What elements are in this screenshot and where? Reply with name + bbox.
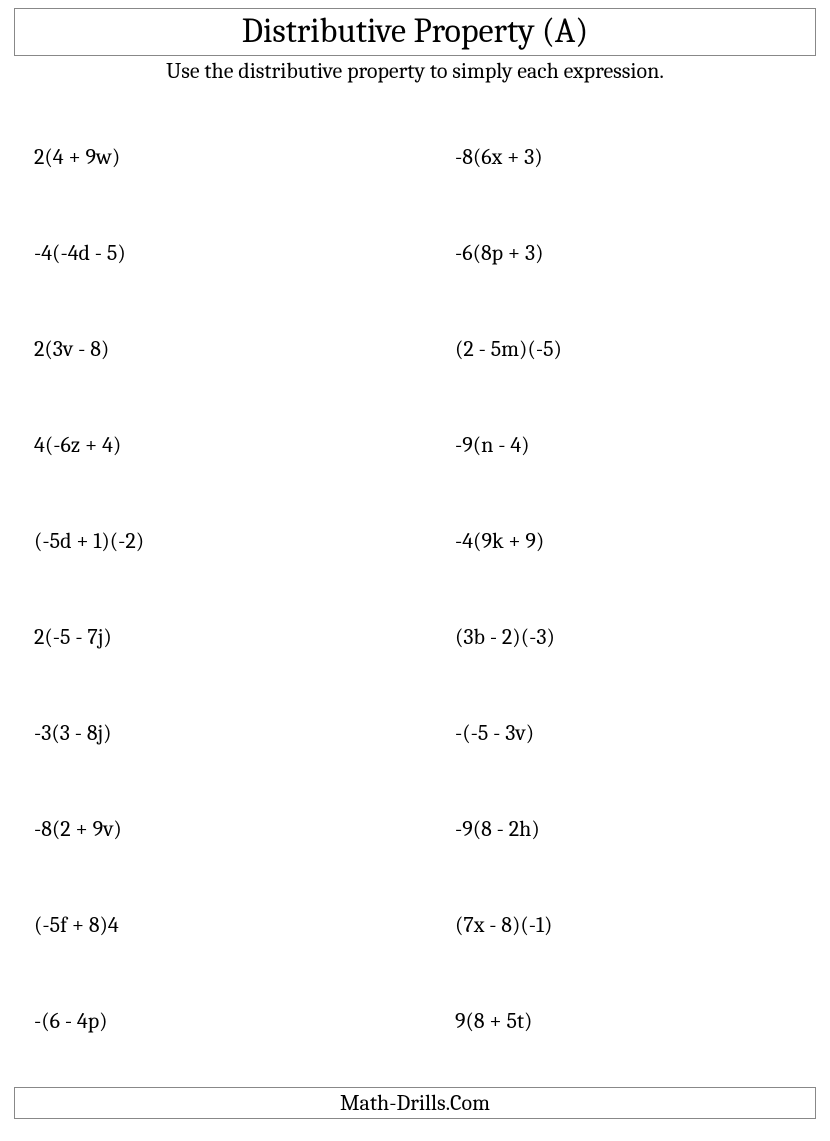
problem-cell: (2 - 5m)(-5) [425, 336, 816, 362]
problem-cell: -(6 - 4p) [34, 1008, 425, 1034]
problem-cell: (7x - 8)(-1) [425, 912, 816, 938]
footer-text: Math-Drills.Com [340, 1090, 490, 1116]
problem-cell: -8(6x + 3) [425, 144, 816, 170]
problem-cell: 4(-6z + 4) [34, 432, 425, 458]
problem-cell: 2(-5 - 7j) [34, 624, 425, 650]
problem-cell: 9(8 + 5t) [425, 1008, 816, 1034]
problems-grid: 2(4 + 9w) -8(6x + 3) -4(-4d - 5) -6(8p +… [14, 144, 816, 1034]
title-container: Distributive Property (A) [14, 8, 816, 56]
page-subtitle: Use the distributive property to simply … [14, 58, 816, 84]
page-title: Distributive Property (A) [15, 11, 815, 51]
problem-cell: -8(2 + 9v) [34, 816, 425, 842]
problem-cell: (-5d + 1)(-2) [34, 528, 425, 554]
problem-cell: 2(4 + 9w) [34, 144, 425, 170]
problem-cell: -9(8 - 2h) [425, 816, 816, 842]
problem-cell: -9(n - 4) [425, 432, 816, 458]
problem-cell: -4(-4d - 5) [34, 240, 425, 266]
footer-container: Math-Drills.Com [14, 1087, 816, 1119]
problem-cell: -3(3 - 8j) [34, 720, 425, 746]
problem-cell: -4(9k + 9) [425, 528, 816, 554]
problem-cell: -(-5 - 3v) [425, 720, 816, 746]
problem-cell: (-5f + 8)4 [34, 912, 425, 938]
problem-cell: 2(3v - 8) [34, 336, 425, 362]
problem-cell: (3b - 2)(-3) [425, 624, 816, 650]
problem-cell: -6(8p + 3) [425, 240, 816, 266]
